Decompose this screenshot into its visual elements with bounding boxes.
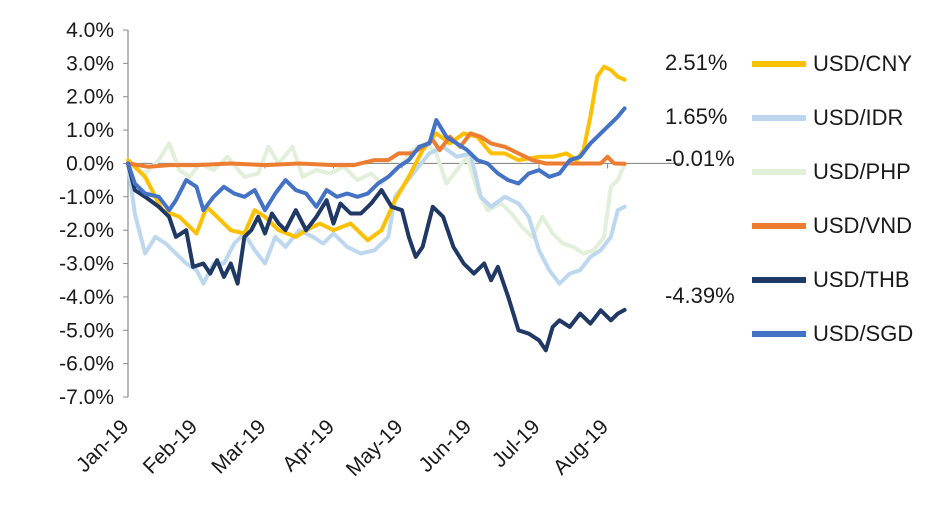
legend-label-usd-vnd: USD/VND [813, 213, 912, 238]
legend-label-usd-thb: USD/THB [813, 267, 910, 292]
x-tick-label: Jan-19 [72, 415, 134, 477]
series-lines [126, 64, 627, 353]
y-tick-label: -5.0% [59, 319, 114, 342]
x-tick-label: Mar-19 [207, 415, 270, 478]
y-tick-label: 3.0% [66, 52, 114, 75]
y-tick-label: 1.0% [66, 119, 114, 142]
legend-label-usd-php: USD/PHP [813, 159, 911, 184]
end-labels: 2.51% 1.65% -0.01% -4.39% [665, 50, 735, 308]
series-line-usd-sgd [126, 106, 627, 213]
x-tick-label: Aug-19 [549, 415, 613, 479]
end-label-usd-php: -0.01% [665, 146, 735, 171]
y-tick-label: -2.0% [59, 219, 114, 242]
y-axis: 4.0% 3.0% 2.0% 1.0% 0.0% -1.0% -2.0% -3.0% -4.0%… [59, 19, 129, 409]
end-label-usd-cny: 2.51% [665, 50, 727, 75]
y-tick-label: -3.0% [59, 253, 114, 276]
series-line-usd-vnd [126, 131, 627, 169]
y-tick-label: -4.0% [59, 286, 114, 309]
y-tick-label: -6.0% [59, 353, 114, 376]
series-line-usd-thb [126, 161, 627, 353]
legend-label-usd-sgd: USD/SGD [813, 321, 913, 346]
y-tick-label: 2.0% [66, 86, 114, 109]
x-tick-label: Apr-19 [278, 415, 339, 476]
series-line-usd-cny [126, 64, 627, 243]
series-line-usd-idr [126, 144, 627, 286]
end-label-usd-thb: -4.39% [665, 283, 735, 308]
x-tick-label: Jul-19 [488, 415, 545, 472]
y-tick-label: 0.0% [66, 152, 114, 175]
legend-label-usd-idr: USD/IDR [813, 105, 903, 130]
y-tick-label: 4.0% [66, 19, 114, 42]
end-label-usd-idr: 1.65% [665, 104, 727, 129]
legend: USD/CNY USD/IDR USD/PHP USD/VND USD/THB USD/S… [752, 51, 913, 346]
x-tick-label: Feb-19 [139, 415, 202, 478]
x-tick-label: Jun-19 [414, 415, 476, 477]
y-tick-label: -1.0% [59, 186, 114, 209]
x-tick-label: May-19 [342, 415, 408, 481]
y-tick-label: -7.0% [59, 386, 114, 409]
legend-label-usd-cny: USD/CNY [813, 51, 912, 76]
